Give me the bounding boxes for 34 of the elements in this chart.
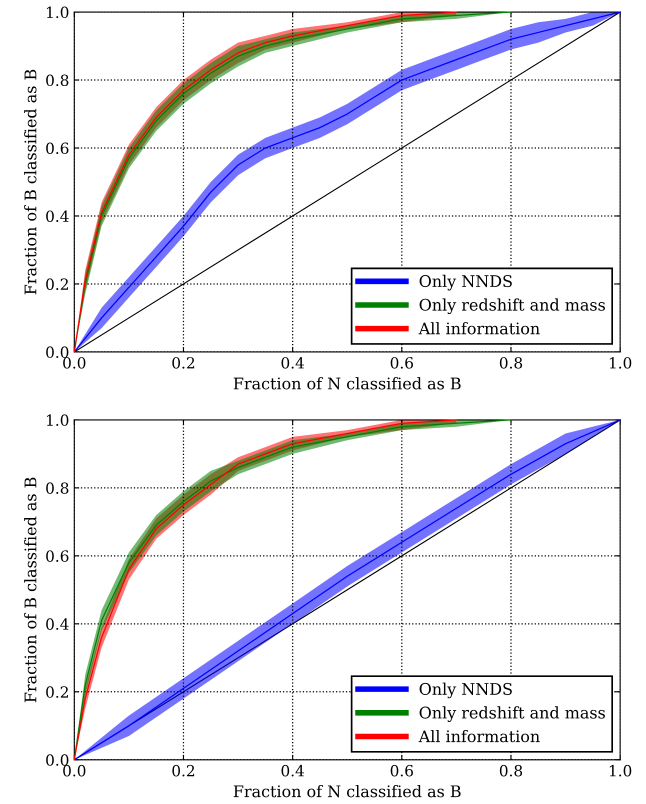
y-tick-label: 0.4 bbox=[46, 618, 69, 630]
x-axis-title: Fraction of N classified as B bbox=[234, 377, 461, 390]
x-tick-label: 0.4 bbox=[281, 764, 304, 776]
x-tick-label: 0.6 bbox=[390, 357, 413, 369]
x-tick-label: 0.0 bbox=[63, 764, 86, 776]
y-tick-label: 1.0 bbox=[46, 414, 68, 426]
y-tick-label: 0.8 bbox=[46, 74, 68, 86]
legend-label: Only NNDS bbox=[420, 274, 512, 290]
y-tick-label: 0.0 bbox=[46, 754, 68, 766]
y-tick-label: 0.2 bbox=[46, 686, 68, 698]
y-axis-title: Fraction of B classified as B bbox=[24, 478, 36, 702]
y-tick-label: 0.6 bbox=[46, 142, 68, 154]
y-tick-label: 0.6 bbox=[46, 550, 68, 562]
x-tick-label: 0.6 bbox=[390, 764, 413, 776]
x-tick-label: 0.4 bbox=[281, 357, 304, 369]
y-tick-label: 0.0 bbox=[46, 346, 68, 358]
legend-label: All information bbox=[418, 730, 540, 742]
x-tick-label: 0.8 bbox=[500, 764, 522, 776]
y-tick-label: 0.8 bbox=[46, 482, 68, 494]
x-tick-label: 0.8 bbox=[500, 357, 522, 369]
legend-label: Only redshift and mass bbox=[420, 298, 605, 314]
x-tick-label: 0.2 bbox=[172, 764, 194, 776]
x-tick-label: 1.0 bbox=[610, 357, 632, 369]
y-tick-label: 0.2 bbox=[46, 278, 68, 290]
y-tick-label: 0.4 bbox=[46, 210, 69, 222]
legend-label: Only redshift and mass bbox=[420, 706, 605, 722]
x-tick-label: 0.2 bbox=[172, 357, 194, 369]
y-tick-label: 1.0 bbox=[46, 6, 68, 18]
x-axis-title: Fraction of N classified as B bbox=[234, 784, 461, 798]
x-tick-label: 1.0 bbox=[610, 764, 632, 776]
y-axis-title: Fraction of B classified as B bbox=[24, 70, 36, 294]
x-tick-label: 0.0 bbox=[63, 357, 86, 369]
legend-label: All information bbox=[418, 322, 540, 334]
legend-label: Only NNDS bbox=[420, 682, 512, 698]
